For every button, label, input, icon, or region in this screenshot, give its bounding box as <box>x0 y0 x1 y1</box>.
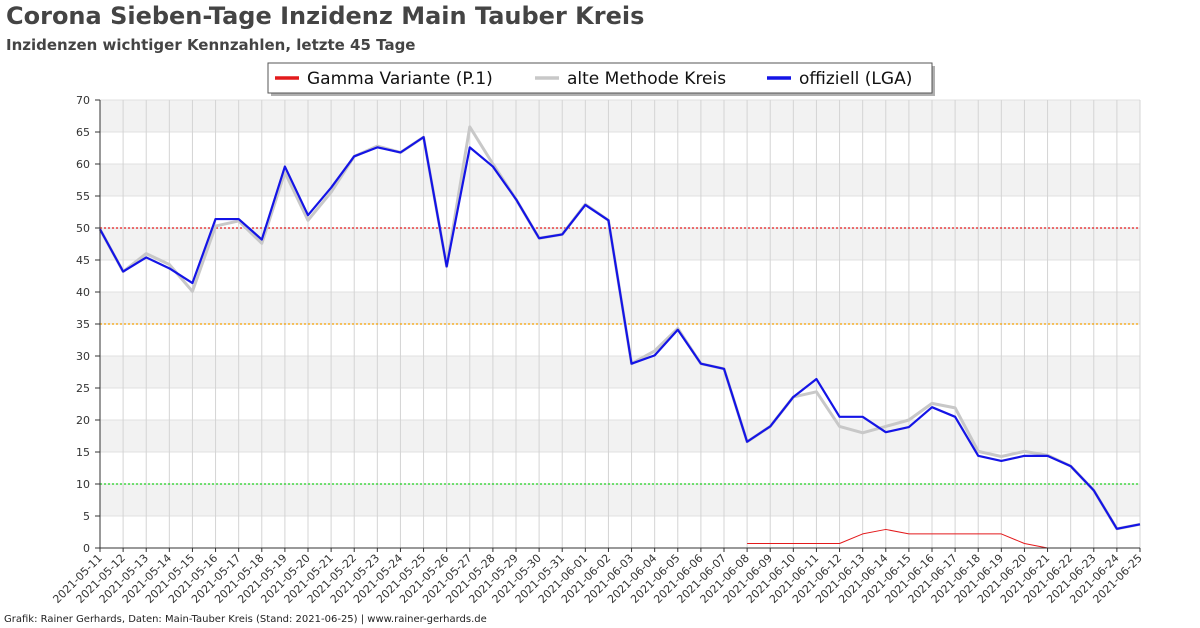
y-tick-label: 5 <box>83 510 90 523</box>
background-band <box>100 228 1140 260</box>
chart-title: Corona Sieben-Tage Inzidenz Main Tauber … <box>6 2 645 30</box>
y-tick-label: 20 <box>76 414 90 427</box>
series-line <box>99 136 1141 530</box>
chart-subtitle: Inzidenzen wichtiger Kennzahlen, letzte … <box>6 36 416 54</box>
legend-label: offiziell (LGA) <box>799 69 912 89</box>
y-tick-label: 50 <box>76 222 90 235</box>
background-band <box>100 420 1140 452</box>
y-tick-label: 45 <box>76 254 90 267</box>
background-band <box>100 100 1140 132</box>
y-tick-label: 30 <box>76 350 90 363</box>
y-tick-label: 55 <box>76 190 90 203</box>
background-band <box>100 356 1140 388</box>
y-tick-label: 35 <box>76 318 90 331</box>
y-tick-label: 15 <box>76 446 90 459</box>
y-tick-label: 10 <box>76 478 90 491</box>
background-band <box>100 164 1140 196</box>
legend: Gamma Variante (P.1) alte Methode Kreis of… <box>267 62 935 96</box>
series-line <box>747 528 1048 549</box>
threshold-lines <box>100 227 1140 485</box>
footer-credit: Grafik: Rainer Gerhards, Daten: Main-Tau… <box>4 614 487 625</box>
legend-label: alte Methode Kreis <box>567 69 726 89</box>
background-band <box>100 484 1140 516</box>
legend-label: Gamma Variante (P.1) <box>307 69 493 89</box>
y-tick-label: 65 <box>76 126 90 139</box>
grid-lines <box>99 99 1141 549</box>
y-tick-label: 40 <box>76 286 90 299</box>
series-lines <box>98 125 1141 549</box>
y-tick-label: 60 <box>76 158 90 171</box>
y-tick-label: 25 <box>76 382 90 395</box>
background-bands <box>100 100 1140 516</box>
legend-box <box>267 62 933 94</box>
y-tick-labels: 0 5 10 15 20 25 30 35 40 45 50 55 60 65 70 <box>76 94 100 555</box>
x-tick-labels: 2021-05-112021-05-122021-05-132021-05-14… <box>50 548 1145 606</box>
y-tick-label: 70 <box>76 94 90 107</box>
y-tick-label: 0 <box>83 542 90 555</box>
